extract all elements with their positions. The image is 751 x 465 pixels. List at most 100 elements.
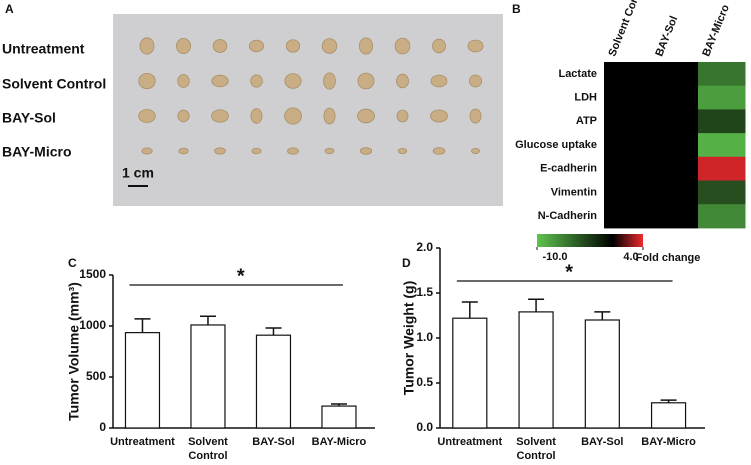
tumor xyxy=(284,107,302,125)
y-tick-label: 1.0 xyxy=(416,330,433,344)
tumor xyxy=(211,74,229,88)
x-tick-label: Untreatment xyxy=(437,436,502,448)
tumor xyxy=(396,109,409,123)
bar xyxy=(452,317,488,429)
heatmap-cell xyxy=(651,180,699,205)
heatmap-cell xyxy=(698,204,746,229)
heatmap-cell xyxy=(698,156,746,181)
row-label: N-Cadherin xyxy=(538,210,598,222)
heatmap-cell xyxy=(604,133,652,158)
heatmap-cell xyxy=(698,180,746,205)
x-tick-label: Untreatment xyxy=(110,436,175,448)
row-label: Glucose uptake xyxy=(515,139,597,151)
tumor xyxy=(357,108,375,124)
tumor xyxy=(324,147,335,155)
bar xyxy=(255,334,292,429)
column-label: Solvent Control xyxy=(606,0,648,58)
tumor xyxy=(177,109,190,123)
column-label: BAY-Sol xyxy=(653,14,680,58)
heatmap-cell xyxy=(604,204,652,229)
tumor xyxy=(468,74,483,88)
y-tick-label: 1.5 xyxy=(416,285,433,299)
heatmap-cell xyxy=(604,85,652,110)
tumor xyxy=(178,147,189,155)
heatmap-cell xyxy=(651,133,699,158)
tumor xyxy=(430,109,448,123)
x-tick-label: BAY-Micro xyxy=(312,436,367,448)
group-label: BAY-Sol xyxy=(2,110,56,126)
tumor xyxy=(138,72,156,90)
tumor xyxy=(250,108,263,124)
heatmap-cell xyxy=(651,204,699,229)
tumor xyxy=(432,38,446,54)
significance-label: * xyxy=(565,261,573,283)
tumor xyxy=(211,109,229,123)
tumor xyxy=(323,107,336,125)
tumor xyxy=(212,39,228,53)
tumor xyxy=(176,37,191,55)
tumor xyxy=(357,72,375,90)
bar xyxy=(321,405,357,429)
y-axis-label: Tumor Weight (g) xyxy=(401,281,417,396)
tumor xyxy=(469,108,482,124)
tumor xyxy=(214,147,226,155)
colorbar-label: Fold change xyxy=(636,252,701,264)
panel-label: B xyxy=(512,2,521,16)
panel-label: D xyxy=(402,256,411,270)
y-tick-label: 0.0 xyxy=(416,420,433,434)
tumor xyxy=(394,37,411,55)
y-tick-label: 2.0 xyxy=(416,240,433,254)
heatmap-cell xyxy=(698,109,746,134)
tumor xyxy=(177,74,190,88)
tumor xyxy=(248,39,265,53)
tumor xyxy=(470,148,481,154)
heatmap-cell xyxy=(604,109,652,134)
tumor xyxy=(285,39,301,53)
heatmap-cell xyxy=(698,62,746,87)
y-axis-label: Tumor Volume (mm³) xyxy=(66,282,82,421)
tumor xyxy=(141,147,153,155)
tumor xyxy=(359,147,373,155)
tumor xyxy=(250,74,263,88)
heatmap-cell xyxy=(698,85,746,110)
heatmap-cell xyxy=(604,62,652,87)
colorbar-tick-label: 4.0 xyxy=(623,251,638,263)
tumor xyxy=(432,147,446,155)
group-label: Solvent Control xyxy=(2,76,106,92)
row-label: ATP xyxy=(576,115,597,127)
heatmap-cell xyxy=(604,180,652,205)
x-tick-label: Solvent Control xyxy=(516,436,556,462)
x-tick-label: Solvent Control xyxy=(188,436,228,462)
panel-label: A xyxy=(5,2,14,16)
scale-bar-label: 1 cm xyxy=(122,165,154,181)
bar xyxy=(650,402,687,429)
y-tick-label: 0.5 xyxy=(416,375,433,389)
tumor xyxy=(430,74,448,88)
row-label: Vimentin xyxy=(551,186,598,198)
row-label: LDH xyxy=(574,91,597,103)
tumor-photo xyxy=(138,37,484,155)
group-label: Untreatment xyxy=(2,41,85,57)
bar xyxy=(124,332,161,429)
heatmap-cell xyxy=(651,62,699,87)
tumor xyxy=(321,38,338,54)
x-tick-label: BAY-Sol xyxy=(252,436,294,448)
group-label: BAY-Micro xyxy=(2,144,72,160)
bar xyxy=(190,324,226,429)
tumor xyxy=(287,147,299,155)
colorbar xyxy=(537,234,643,247)
heatmap-cell xyxy=(604,156,652,181)
tumor xyxy=(467,39,484,53)
tumor xyxy=(397,147,408,155)
row-label: E-cadherin xyxy=(540,163,597,175)
tumor xyxy=(358,37,374,55)
heatmap-cell xyxy=(651,85,699,110)
y-tick-label: 1000 xyxy=(79,318,106,332)
colorbar-tick-label: -10.0 xyxy=(542,251,567,263)
tumor xyxy=(139,37,155,55)
x-tick-label: BAY-Sol xyxy=(581,436,623,448)
bar xyxy=(584,319,620,429)
heatmap-cell xyxy=(698,133,746,158)
tumor xyxy=(323,72,336,90)
